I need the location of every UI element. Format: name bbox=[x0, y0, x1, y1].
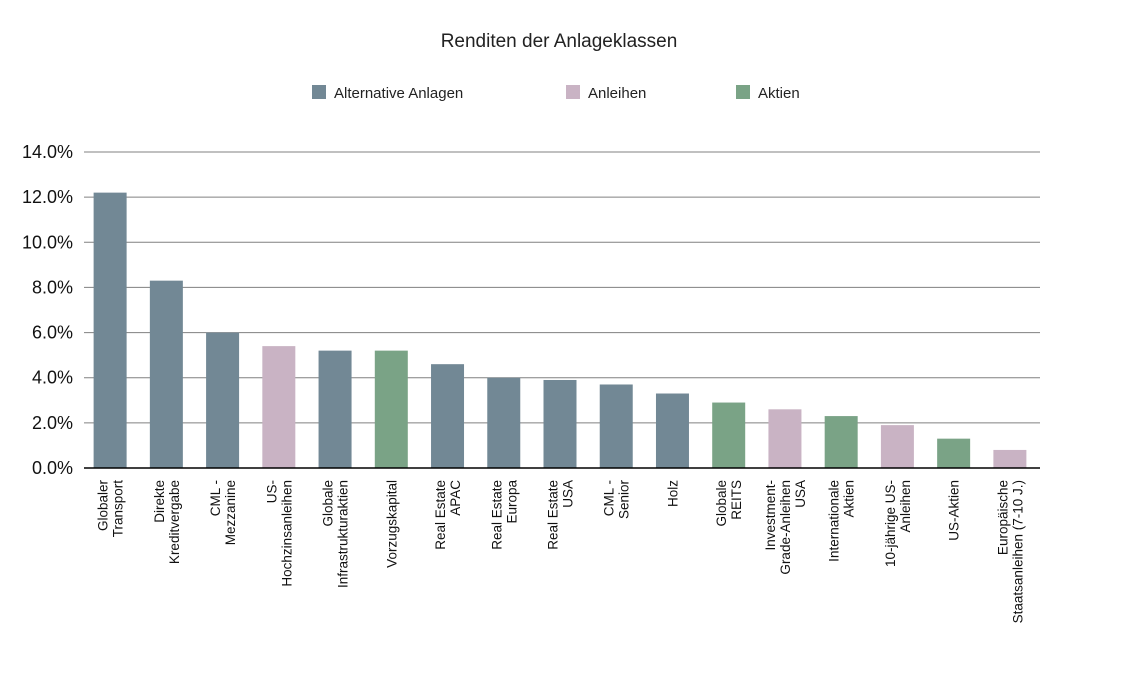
x-tick-label-line: US- bbox=[264, 480, 279, 503]
x-tick-label-line: Infrastrukturaktien bbox=[336, 480, 351, 588]
x-tick-label: Vorzugskapital bbox=[384, 480, 399, 568]
x-tick-label-line: Holz bbox=[665, 480, 680, 507]
bar bbox=[712, 402, 746, 468]
x-tick-label-line: APAC bbox=[448, 480, 463, 516]
x-tick-label: Real Estate USA bbox=[546, 480, 576, 550]
bar bbox=[374, 350, 408, 468]
x-tick-label: 10-jährige US- Anleihen bbox=[883, 480, 913, 567]
bar bbox=[993, 449, 1027, 468]
x-tick-label-line: Staatsanleihen (7-10 J.) bbox=[1010, 480, 1025, 623]
x-tick-label: Direkte Kreditvergabe bbox=[152, 480, 182, 564]
x-tick-label-line: Transport bbox=[111, 480, 126, 538]
bar bbox=[206, 332, 240, 468]
x-tick-label: Globaler Transport bbox=[96, 479, 126, 537]
x-tick-label-line: Mezzanine bbox=[223, 480, 238, 545]
x-tick-label: CML - Mezzanine bbox=[208, 480, 238, 545]
x-tick-label-line: Europäische bbox=[995, 480, 1010, 555]
x-tick-label: Europäische Staatsanleihen (7-10 J.) bbox=[995, 480, 1025, 623]
x-tick-label: Investment- Grade-Anleihen USA bbox=[763, 480, 808, 575]
bar bbox=[824, 416, 858, 468]
legend-label: Alternative Anlagen bbox=[334, 85, 463, 102]
x-axis: Globaler Transport Direkte Kreditvergabe CML… bbox=[84, 467, 1040, 623]
y-tick-label: 4.0% bbox=[32, 368, 73, 388]
x-tick-label-line: Real Estate bbox=[433, 480, 448, 550]
x-tick-label-line: USA bbox=[793, 480, 808, 508]
bar bbox=[880, 425, 914, 468]
x-tick-label-line: Real Estate bbox=[489, 480, 504, 550]
legend-swatch bbox=[312, 85, 326, 99]
bars bbox=[93, 192, 1027, 468]
x-tick-label: Internationale Aktien bbox=[827, 480, 857, 562]
x-tick-label: Real Estate APAC bbox=[433, 480, 463, 550]
x-tick-label: CML - Senior bbox=[602, 480, 632, 520]
y-tick-label: 14.0% bbox=[22, 142, 73, 162]
bar bbox=[655, 393, 689, 468]
bar bbox=[318, 350, 352, 468]
y-tick-label: 8.0% bbox=[32, 277, 73, 297]
legend-swatch bbox=[736, 85, 750, 99]
bar bbox=[937, 438, 971, 468]
bar bbox=[768, 409, 802, 468]
x-tick-label: Globale Infrastrukturaktien bbox=[321, 480, 351, 588]
x-tick-label-line: Globale bbox=[321, 480, 336, 527]
legend-swatch bbox=[566, 85, 580, 99]
y-tick-label: 12.0% bbox=[22, 187, 73, 207]
gridlines bbox=[84, 151, 1040, 424]
x-tick-label-line: Anleihen bbox=[898, 480, 913, 533]
x-tick-label-line: Europa bbox=[504, 480, 519, 524]
x-tick-label-line: Direkte bbox=[152, 480, 167, 523]
y-axis: 0.0% 2.0% 4.0% 6.0% 8.0% 10.0% 12.0% 14.0% bbox=[22, 142, 73, 478]
bar bbox=[262, 346, 296, 468]
bar bbox=[149, 280, 183, 468]
bar bbox=[93, 192, 127, 468]
x-tick-label-line: Globaler bbox=[96, 479, 111, 531]
x-tick-label-line: Investment- bbox=[763, 480, 778, 551]
x-tick-label-line: Senior bbox=[617, 480, 632, 520]
x-tick-label: Real Estate Europa bbox=[489, 480, 519, 550]
x-tick-label-line: Hochzinsanleihen bbox=[279, 480, 294, 587]
legend-label: Aktien bbox=[758, 85, 800, 102]
legend-label: Anleihen bbox=[588, 85, 646, 102]
x-tick-label-line: Vorzugskapital bbox=[384, 480, 399, 568]
x-tick-label-line: US-Aktien bbox=[947, 480, 962, 541]
y-tick-label: 2.0% bbox=[32, 413, 73, 433]
y-tick-label: 6.0% bbox=[32, 323, 73, 343]
x-tick-label-line: Internationale bbox=[827, 480, 842, 562]
x-tick-label: Holz bbox=[665, 480, 680, 507]
x-tick-label-line: USA bbox=[561, 480, 576, 508]
x-tick-label-line: 10-jährige US- bbox=[883, 480, 898, 567]
x-tick-label-line: Globale bbox=[714, 480, 729, 527]
x-tick-label-line: Kreditvergabe bbox=[167, 480, 182, 564]
bar bbox=[431, 364, 465, 468]
x-tick-label-line: Grade-Anleihen bbox=[778, 480, 793, 575]
bar bbox=[487, 377, 521, 468]
x-tick-label: Globale REITS bbox=[714, 480, 744, 527]
x-tick-label: US- Hochzinsanleihen bbox=[264, 480, 294, 587]
x-tick-label-line: CML - bbox=[208, 480, 223, 516]
x-tick-label: US-Aktien bbox=[947, 480, 962, 541]
bar bbox=[599, 384, 633, 468]
chart-title: Renditen der Anlageklassen bbox=[441, 31, 678, 52]
x-tick-label-line: CML - bbox=[602, 480, 617, 516]
x-tick-label-line: Real Estate bbox=[546, 480, 561, 550]
y-tick-label: 10.0% bbox=[22, 232, 73, 252]
y-tick-label: 0.0% bbox=[32, 458, 73, 478]
legend: Alternative Anlagen Anleihen Aktien bbox=[312, 85, 800, 102]
bar bbox=[543, 379, 577, 468]
x-tick-label-line: REITS bbox=[729, 480, 744, 520]
x-tick-label-line: Aktien bbox=[842, 480, 857, 518]
